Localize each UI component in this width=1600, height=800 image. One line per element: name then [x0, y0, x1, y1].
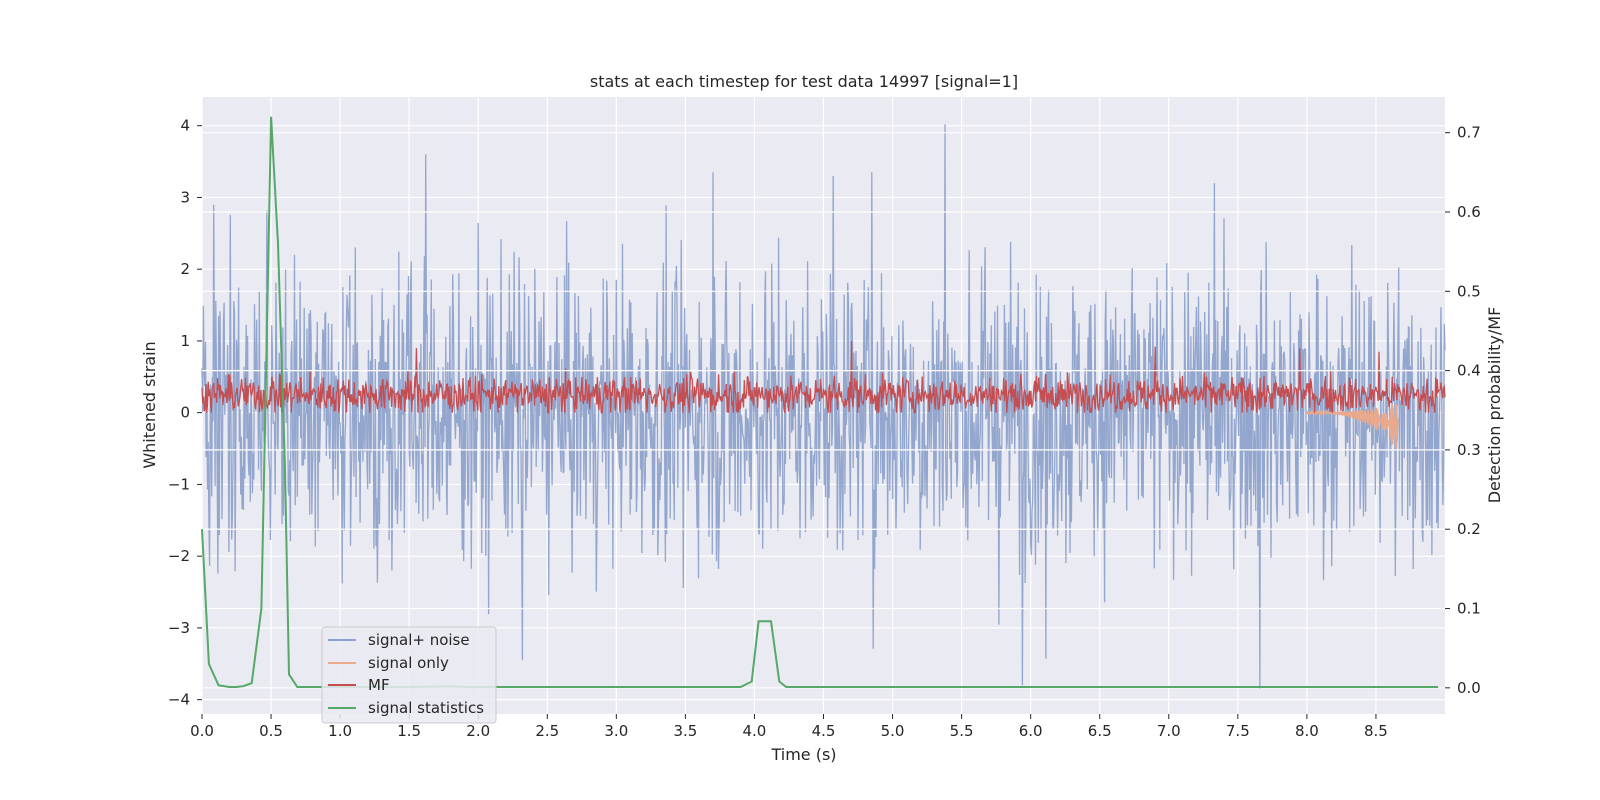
legend: signal+ noise signal only MF signal stat… — [321, 626, 497, 724]
left-y-tick-label-2: 2 — [180, 260, 190, 278]
left-y-axis-label: Whitened strain — [140, 341, 159, 468]
legend-label-mf: MF — [368, 676, 390, 694]
right-y-tick-label-4: 0.3 — [1457, 441, 1481, 459]
x-tick-label-10: 5.0 — [881, 722, 905, 740]
x-tick-label-4: 2.0 — [466, 722, 490, 740]
x-tick-label-0: 0.0 — [190, 722, 214, 740]
left-y-tick-label-5: −1 — [168, 475, 190, 493]
x-tick-label-16: 8.0 — [1295, 722, 1319, 740]
right-y-tick-label-3: 0.4 — [1457, 362, 1481, 380]
right-y-tick-label-5: 0.2 — [1457, 520, 1481, 538]
legend-entry-signal-only: signal only — [328, 654, 449, 672]
x-tick-label-2: 1.0 — [328, 722, 352, 740]
signal-only-line — [1306, 404, 1399, 450]
x-tick-label-1: 0.5 — [259, 722, 283, 740]
legend-entry-mf: MF — [328, 676, 390, 694]
left-y-tick-label-0: 4 — [180, 117, 190, 135]
x-tick-label-11: 5.5 — [950, 722, 974, 740]
right-y-tick-label-2: 0.5 — [1457, 282, 1481, 300]
x-tick-label-7: 3.5 — [673, 722, 697, 740]
right-y-tick-label-1: 0.6 — [1457, 203, 1481, 221]
left-y-axis-ticks: 4 3 2 1 0 −1 −2 −3 −4 — [168, 117, 202, 709]
right-y-tick-label-7: 0.0 — [1457, 679, 1481, 697]
signal-only-series — [1306, 404, 1399, 450]
x-tick-label-9: 4.5 — [812, 722, 836, 740]
legend-label-signal-noise: signal+ noise — [368, 631, 470, 649]
mf-line — [201, 340, 1446, 414]
right-y-axis-label: Detection probability/MF — [1485, 307, 1504, 504]
x-axis-label: Time (s) — [770, 745, 836, 764]
x-tick-label-15: 7.5 — [1226, 722, 1250, 740]
x-tick-label-5: 2.5 — [535, 722, 559, 740]
x-tick-label-14: 7.0 — [1157, 722, 1181, 740]
x-tick-label-13: 6.5 — [1088, 722, 1112, 740]
mf-series — [201, 340, 1446, 414]
x-tick-label-3: 1.5 — [397, 722, 421, 740]
right-y-tick-label-6: 0.1 — [1457, 600, 1481, 618]
x-axis-ticks: 0.0 0.5 1.0 1.5 2.0 2.5 3.0 3.5 4.0 4.5 5.0 5.5 6.0 6… — [190, 714, 1388, 740]
legend-entry-signal-noise: signal+ noise — [328, 631, 470, 649]
left-y-tick-label-7: −3 — [168, 619, 190, 637]
left-y-tick-label-3: 1 — [180, 332, 190, 350]
legend-entry-signal-statistics: signal statistics — [328, 699, 484, 717]
left-y-tick-label-1: 3 — [180, 188, 190, 206]
x-tick-label-12: 6.0 — [1019, 722, 1043, 740]
legend-label-signal-statistics: signal statistics — [368, 699, 484, 717]
left-y-tick-label-4: 0 — [180, 404, 190, 422]
x-tick-label-8: 4.0 — [743, 722, 767, 740]
x-tick-label-6: 3.0 — [604, 722, 628, 740]
x-tick-label-17: 8.5 — [1364, 722, 1388, 740]
right-y-axis-ticks: 0.7 0.6 0.5 0.4 0.3 0.2 0.1 0.0 — [1445, 124, 1481, 697]
left-y-tick-label-8: −4 — [168, 691, 190, 709]
legend-label-signal-only: signal only — [368, 654, 449, 672]
legend-box — [321, 626, 497, 724]
left-y-tick-label-6: −2 — [168, 547, 190, 565]
chart-title: stats at each timestep for test data 149… — [590, 72, 1018, 91]
right-y-tick-label-0: 0.7 — [1457, 124, 1481, 142]
